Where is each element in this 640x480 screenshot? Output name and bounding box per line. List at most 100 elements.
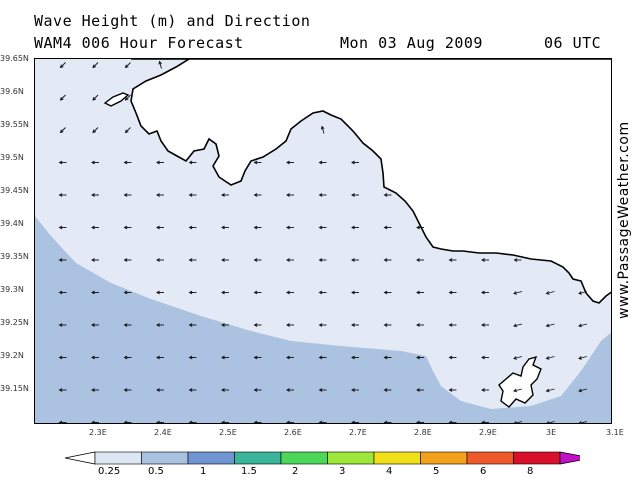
- wave-arrow-head: [221, 290, 225, 295]
- wave-arrow-head: [286, 323, 290, 327]
- wave-arrow-head: [448, 258, 453, 262]
- wave-arrow-head: [513, 258, 518, 262]
- x-label: 2.8E: [414, 428, 432, 437]
- wave-arrow-head: [59, 129, 64, 134]
- wave-arrow-head: [351, 193, 355, 197]
- wave-arrow: [159, 61, 162, 69]
- cabrera-island: [498, 355, 542, 408]
- wave-arrow-head: [221, 193, 225, 197]
- wave-arrow-head: [156, 258, 160, 262]
- wave-arrow-head: [123, 258, 128, 262]
- x-label: 2.6E: [284, 428, 302, 437]
- map-title: Wave Height (m) and Direction: [34, 12, 311, 30]
- wave-arrow-head: [351, 420, 355, 423]
- wave-arrow-head: [188, 290, 193, 295]
- wave-arrow-head: [351, 355, 355, 360]
- wave-arrow-head: [123, 355, 128, 360]
- wave-arrow: [578, 291, 588, 294]
- wave-arrow-head: [318, 290, 323, 295]
- colorbar-label: 2: [292, 466, 299, 477]
- wave-arrow-head: [58, 290, 63, 295]
- wave-arrow: [578, 356, 588, 359]
- wave-arrow: [513, 388, 523, 392]
- wave-arrow-head: [124, 129, 129, 134]
- wave-arrow-head: [58, 323, 63, 327]
- wave-arrow-head: [91, 290, 95, 295]
- wave-arrow-head: [351, 290, 355, 295]
- colorbar-label: 4: [386, 466, 393, 477]
- mallorca-land: [130, 59, 611, 304]
- colorbar-segment: [466, 451, 514, 465]
- wave-arrow-head: [91, 420, 95, 423]
- wave-arrow: [92, 127, 99, 133]
- wave-arrow-head: [578, 388, 583, 393]
- watermark: www.PassageWeather.com: [616, 121, 632, 319]
- wave-arrow-head: [545, 356, 550, 360]
- wave-arrow-head: [188, 355, 193, 360]
- colorbar-max-arrow: [559, 451, 580, 465]
- wave-arrow-head: [58, 355, 63, 360]
- colorbar-label: 3: [339, 466, 346, 477]
- colorbar-label: 0.5: [148, 466, 164, 477]
- wave-arrow-head: [123, 160, 128, 165]
- wave-arrow-head: [156, 388, 160, 392]
- wave-arrow-head: [58, 193, 63, 197]
- x-label: 2.5E: [219, 428, 237, 437]
- y-label: 39.6N: [0, 87, 24, 96]
- wave-arrow-head: [481, 355, 485, 360]
- wave-arrow-head: [416, 323, 420, 327]
- wave-arrow-head: [286, 420, 290, 423]
- y-label: 39.25N: [0, 318, 29, 327]
- colorbar-segment: [373, 451, 421, 465]
- colorbar-segment: [513, 451, 561, 465]
- wave-arrow-head: [221, 420, 225, 423]
- wave-arrow-head: [481, 420, 485, 423]
- wave-arrow-head: [92, 96, 97, 101]
- wave-arrow-head: [416, 355, 420, 360]
- wave-arrow-head: [351, 225, 355, 230]
- wave-arrow-head: [221, 355, 225, 360]
- wave-arrow-head: [123, 420, 128, 423]
- wave-arrow-head: [92, 64, 97, 69]
- colorbar-label: 8: [527, 466, 534, 477]
- wave-arrow-head: [383, 290, 388, 295]
- wave-arrow-head: [253, 290, 258, 295]
- wave-arrow-head: [416, 388, 420, 392]
- wave-arrow-head: [416, 225, 420, 230]
- wave-arrow: [514, 421, 523, 423]
- wave-arrow-head: [286, 160, 290, 165]
- wave-arrow-head: [286, 258, 290, 262]
- x-label: 2.4E: [154, 428, 172, 437]
- wave-arrow-head: [156, 160, 160, 165]
- wave-arrow-head: [448, 355, 453, 360]
- wave-arrow-head: [351, 258, 355, 262]
- wave-arrow-head: [383, 225, 388, 230]
- wave-arrow-head: [91, 258, 95, 262]
- wave-arrow-head: [545, 291, 550, 295]
- wave-arrow-head: [286, 355, 290, 360]
- wave-arrow-head: [58, 388, 63, 392]
- wave-arrow: [513, 291, 523, 294]
- x-label: 3E: [546, 428, 557, 437]
- wave-arrow-head: [320, 125, 325, 130]
- x-label: 2.7E: [349, 428, 367, 437]
- wave-arrow-head: [383, 258, 388, 262]
- wave-arrow-head: [383, 388, 388, 392]
- wave-arrow-head: [578, 421, 582, 423]
- wave-arrow: [60, 62, 66, 68]
- wave-arrow-head: [318, 323, 323, 327]
- wave-arrow-head: [91, 225, 95, 230]
- wave-arrow-head: [253, 388, 258, 392]
- wave-arrow-head: [58, 225, 63, 230]
- y-label: 39.3N: [0, 285, 24, 294]
- wave-arrow-head: [188, 420, 193, 423]
- wave-arrow-head: [124, 64, 129, 69]
- colorbar-segment: [141, 451, 189, 465]
- wave-arrow-head: [58, 420, 63, 423]
- y-label: 39.5N: [0, 153, 24, 162]
- wave-arrow-head: [156, 323, 160, 327]
- wave-arrow-head: [383, 355, 388, 360]
- colorbar-label: 1.5: [241, 466, 257, 477]
- x-label: 2.3E: [89, 428, 107, 437]
- wave-arrow-head: [286, 388, 290, 392]
